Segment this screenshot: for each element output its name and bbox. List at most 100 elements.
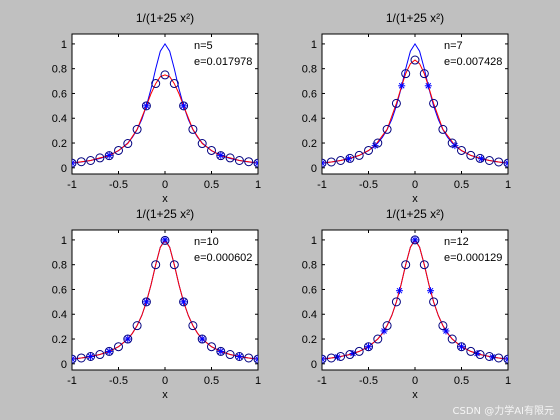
annotation-error: e=0.007428 xyxy=(444,56,502,68)
eval-point-circle xyxy=(373,138,383,148)
interpolant-line xyxy=(322,59,508,164)
star-stroke xyxy=(474,350,480,357)
eval-point-circle xyxy=(382,321,392,331)
eval-point-circle xyxy=(457,342,466,352)
eval-point-circle xyxy=(475,350,485,360)
chart-title: 1/(1+25 x²) xyxy=(386,207,444,221)
subplot-3: -1 -0.5 0 0.5 1 0 0.2 0.4 0.6 0.8 1 1/(1+25 x²) x n=1… xyxy=(52,207,261,401)
star-stroke xyxy=(72,358,75,362)
x-tick-label: 1 xyxy=(505,375,511,387)
plot-data xyxy=(72,42,258,168)
y-tick-label: 0 xyxy=(61,163,67,175)
star-stroke xyxy=(72,160,75,164)
x-tick-label: -0.5 xyxy=(359,375,378,387)
star-stroke xyxy=(255,358,258,362)
star-stroke xyxy=(425,82,432,89)
x-tick-label: 0 xyxy=(412,375,418,387)
star-stroke xyxy=(255,160,258,164)
chart-title: 1/(1+25 x²) xyxy=(136,11,194,25)
subplot-4: -1 -0.5 0 0.5 1 0 0.2 0.4 0.6 0.8 1 1/(1+25 x²) x n=1… xyxy=(302,207,511,401)
x-tick-label: 0.5 xyxy=(204,375,219,387)
node-point-star xyxy=(87,352,95,360)
eval-point-circle xyxy=(104,151,114,161)
eval-point-circle xyxy=(429,297,439,307)
y-tick-label: 0.2 xyxy=(52,138,67,150)
node-point-star xyxy=(161,236,169,244)
eval-point-circle xyxy=(364,145,373,155)
x-tick-label: -1 xyxy=(317,375,327,387)
node-point-star xyxy=(217,151,225,159)
eval-point-circle xyxy=(188,321,198,331)
node-point-star xyxy=(254,159,258,167)
star-stroke xyxy=(217,348,224,355)
star-stroke xyxy=(322,358,325,362)
eval-point-circle xyxy=(494,353,504,363)
y-tick-label: 0.6 xyxy=(52,88,67,100)
eval-point-circle xyxy=(188,124,198,134)
eval-point-circle xyxy=(141,297,151,307)
eval-point-circle xyxy=(151,79,161,89)
x-axis-label: x xyxy=(162,193,168,205)
eval-point-circle xyxy=(234,351,244,361)
eval-point-circle xyxy=(141,101,151,111)
star-stroke xyxy=(322,160,325,164)
star-stroke xyxy=(87,353,94,360)
x-tick-label: 0 xyxy=(412,179,418,191)
x-tick-label: 0.5 xyxy=(204,179,219,191)
eval-point-circle xyxy=(382,124,392,134)
star-stroke xyxy=(396,287,403,294)
eval-point-circle xyxy=(401,69,411,79)
eval-point-circle xyxy=(244,157,254,167)
star-stroke xyxy=(505,160,508,164)
y-tick-label: 0.4 xyxy=(52,309,67,321)
star-stroke xyxy=(505,356,508,360)
star-stroke xyxy=(180,103,187,109)
node-point-star xyxy=(424,82,432,90)
node-point-star xyxy=(254,355,258,363)
eval-point-circle xyxy=(503,158,508,168)
eval-point-circle xyxy=(114,342,123,352)
eval-point-circle xyxy=(104,346,114,356)
x-tick-label: 1 xyxy=(505,179,511,191)
star-stroke xyxy=(505,358,508,362)
eval-point-circle xyxy=(466,346,476,356)
node-point-star xyxy=(217,347,225,355)
x-axis-label: x xyxy=(162,389,168,401)
eval-point-circle xyxy=(475,153,485,163)
x-tick-label: 0 xyxy=(162,375,168,387)
eval-point-circle xyxy=(503,354,508,364)
eval-point-circle xyxy=(76,157,86,167)
chart-title: 1/(1+25 x²) xyxy=(386,11,444,25)
node-point-star xyxy=(72,355,76,363)
node-point-star xyxy=(72,159,76,167)
eval-point-circle xyxy=(410,55,420,65)
eval-point-circle xyxy=(244,353,254,363)
eval-point-circle xyxy=(364,342,373,352)
eval-point-circle xyxy=(169,260,179,270)
node-point-star xyxy=(504,355,508,363)
x-tick-label: -0.5 xyxy=(109,179,128,191)
star-stroke xyxy=(458,343,465,350)
star-stroke xyxy=(322,162,325,166)
star-stroke xyxy=(478,155,485,162)
y-tick-label: 0.6 xyxy=(302,88,317,100)
x-tick-label: 1 xyxy=(255,375,261,387)
annotation-error: e=0.017978 xyxy=(194,56,252,68)
y-tick-label: 0.8 xyxy=(52,64,67,76)
watermark-text: CSDN @力学AI有限元 xyxy=(452,406,554,417)
node-point-star xyxy=(411,236,419,244)
star-stroke xyxy=(124,336,131,342)
eval-point-circle xyxy=(234,155,244,165)
eval-point-circle xyxy=(151,260,161,270)
plot-data xyxy=(322,42,508,168)
node-point-star xyxy=(365,343,372,351)
subplot-1: -1 -0.5 0 0.5 1 0 0.2 0.4 0.6 0.8 1 1/(1+25 x²) x n=5… xyxy=(52,11,261,205)
star-stroke xyxy=(443,328,449,334)
eval-point-circle xyxy=(326,157,336,167)
eval-point-circle xyxy=(225,153,235,163)
eval-point-circle xyxy=(457,145,466,155)
eval-point-circle xyxy=(391,297,401,307)
eval-point-circle xyxy=(447,334,457,344)
eval-point-circle xyxy=(401,260,411,270)
x-tick-label: 0.5 xyxy=(454,375,469,387)
